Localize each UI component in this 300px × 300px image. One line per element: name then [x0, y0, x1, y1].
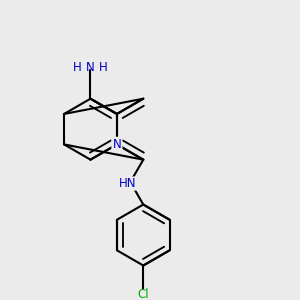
- Text: N: N: [112, 138, 121, 151]
- Text: H: H: [73, 61, 82, 74]
- Text: N: N: [86, 61, 95, 74]
- Text: HN: HN: [119, 177, 136, 190]
- Text: Cl: Cl: [137, 288, 149, 300]
- Text: H: H: [99, 61, 108, 74]
